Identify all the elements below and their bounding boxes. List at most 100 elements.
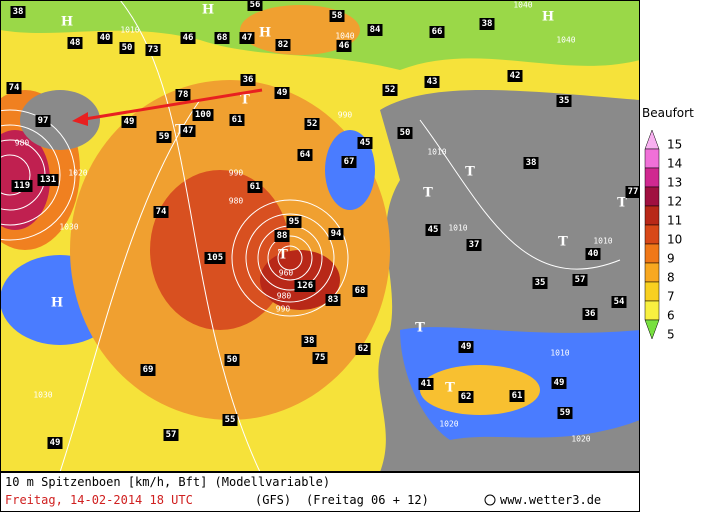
gust-label-text: 41 [421, 379, 432, 389]
gust-label-box [10, 6, 26, 18]
gust-label-text: 126 [297, 281, 313, 291]
gust-label-text: 49 [50, 438, 61, 448]
gust-label-text: 45 [360, 138, 371, 148]
pressure-system: H [61, 15, 73, 30]
gust-label-text: 56 [250, 0, 261, 10]
gust-label-box [274, 87, 290, 99]
gust-label-text: 35 [559, 96, 570, 106]
legend-swatch [644, 186, 660, 207]
gust-label-text: 40 [588, 249, 599, 259]
gust-label: 68 [352, 285, 368, 297]
gust-label: 54 [611, 296, 627, 308]
gust-label-text: 78 [178, 90, 189, 100]
legend-swatch [644, 262, 660, 283]
gust-label-box [625, 186, 640, 198]
pressure-system: T [415, 321, 425, 336]
isobar-label: 1040 [513, 1, 532, 10]
isobar-label: 1020 [68, 169, 87, 178]
gust-label-box [297, 149, 313, 161]
gust-label-box [507, 70, 523, 82]
pressure-system: T [240, 93, 250, 108]
gust-label-box [121, 116, 137, 128]
gust-label-box [247, 0, 263, 11]
gust-label: 61 [509, 390, 525, 402]
gust-label: 47 [239, 32, 255, 44]
gust-label-text: 50 [400, 128, 411, 138]
gust-label-text: 40 [100, 33, 111, 43]
isobar-label: 1020 [439, 420, 458, 429]
gust-label: 50 [119, 42, 135, 54]
gust-label-box [429, 26, 445, 38]
legend-swatch [644, 167, 660, 188]
gust-label-text: 97 [38, 116, 49, 126]
gust-label-text: 38 [482, 19, 493, 29]
gust-label: 119 [11, 180, 33, 192]
isobar-label: 990 [276, 305, 291, 314]
gust-label: 38 [479, 18, 495, 30]
gust-label-box [192, 109, 214, 121]
pressure-system: H [542, 10, 554, 25]
gust-label-box [224, 354, 240, 366]
gust-label-text: 46 [183, 33, 194, 43]
gust-label-box [532, 277, 548, 289]
gust-label-box [352, 285, 368, 297]
gust-label: 78 [175, 89, 191, 101]
gust-label: 57 [163, 429, 179, 441]
legend-swatch [644, 205, 660, 226]
gust-label: 58 [329, 10, 345, 22]
gust-label: 46 [336, 40, 352, 52]
gust-label-text: 61 [512, 391, 523, 401]
gust-label-text: 67 [344, 157, 355, 167]
gust-label-text: 100 [195, 110, 211, 120]
gust-area [150, 170, 290, 330]
gust-label: 42 [507, 70, 523, 82]
gust-label-box [35, 115, 51, 127]
gust-label-box [479, 18, 495, 30]
gust-area [420, 365, 540, 415]
gust-label: 49 [121, 116, 137, 128]
gust-label-box [329, 10, 345, 22]
gust-label-text: 75 [315, 353, 326, 363]
footer-date: Freitag, 14-02-2014 18 UTC [5, 493, 193, 507]
gust-label-box [301, 335, 317, 347]
gust-label-text: 68 [355, 286, 366, 296]
gust-label-text: 47 [242, 33, 253, 43]
map-frame [0, 0, 640, 472]
gust-label-box [180, 125, 196, 137]
legend-swatch [644, 129, 660, 150]
gust-label-text: 38 [304, 336, 315, 346]
gust-label: 40 [585, 248, 601, 260]
gust-label-box [466, 239, 482, 251]
isobar-label: 980 [277, 292, 292, 301]
gust-label-box [325, 294, 341, 306]
gust-label: 67 [341, 156, 357, 168]
gust-label-text: 131 [40, 175, 56, 185]
legend-swatch [644, 148, 660, 169]
gust-label-text: 49 [554, 378, 565, 388]
gust-label-box [67, 37, 83, 49]
pressure-system: T [445, 381, 455, 396]
legend-label: 8 [667, 271, 675, 285]
gust-label-text: 94 [331, 229, 342, 239]
gust-label-box [424, 76, 440, 88]
gust-label-box [145, 44, 161, 56]
isobar-label: 1010 [550, 349, 569, 358]
legend-label: 5 [667, 328, 675, 342]
gust-label-text: 74 [9, 83, 20, 93]
isobar-label: 980 [15, 139, 30, 148]
isobar-label: 1010 [427, 148, 446, 157]
gust-label-text: 55 [225, 415, 236, 425]
isobar-label: 1030 [33, 391, 52, 400]
gust-label: 73 [145, 44, 161, 56]
gust-label-text: 37 [469, 240, 480, 250]
gust-label-box [355, 343, 371, 355]
pressure-system: T [558, 235, 568, 250]
gust-label: 48 [67, 37, 83, 49]
gust-label-text: 66 [432, 27, 443, 37]
gust-label: 46 [180, 32, 196, 44]
isobar-label: 1030 [59, 223, 78, 232]
arrow [72, 88, 263, 126]
gust-label: 97 [35, 115, 51, 127]
gust-label-box [222, 414, 238, 426]
isobar-label: 1010 [593, 237, 612, 246]
